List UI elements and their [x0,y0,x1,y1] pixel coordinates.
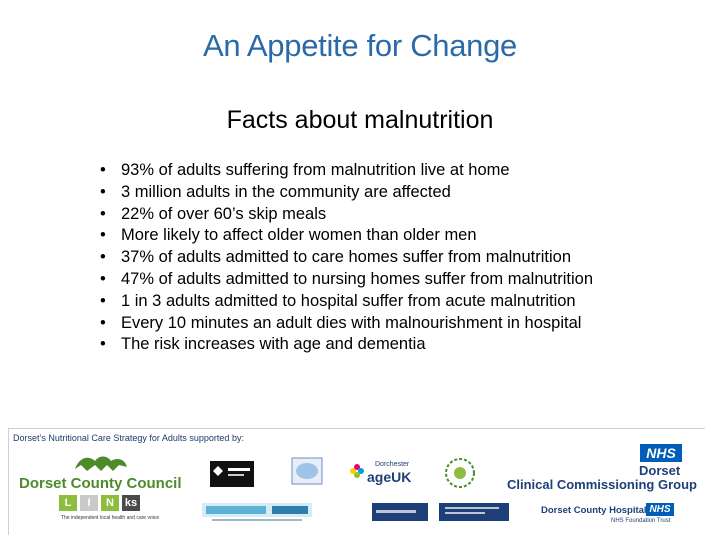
dorset-county-council-logo: Dorset County Council L I N ks The indep… [19,453,182,533]
hospital-nhs-logo: NHS [646,503,674,516]
hospital-trust-label: NHS Foundation Trust [611,518,671,524]
list-item: • 93% of adults suffering from malnutriti… [100,160,593,182]
links-letter: ks [122,495,140,511]
nhs-logo: NHS [640,444,682,462]
list-item: • The risk increases with age and dementi… [100,334,593,356]
fact-text: 22% of over 60’s skip meals [121,204,327,223]
partner-banner-logo [202,503,312,521]
supporters-panel: Dorset’s Nutritional Care Strategy for A… [8,428,705,535]
ageuk-flower-icon [350,464,364,478]
partner-bar-logo-2 [439,503,509,521]
bullet-icon: • [100,248,106,267]
fact-text: 1 in 3 adults admitted to hospital suffe… [121,291,576,310]
bullet-icon: • [100,269,106,288]
dorchester-label: Dorchester [375,461,410,468]
fact-text: The risk increases with age and dementia [121,335,426,354]
fact-text: 47% of adults admitted to nursing homes … [121,269,594,288]
list-item: • 47% of adults admitted to nursing homes… [100,269,593,291]
links-letter: I [80,495,98,511]
bullet-icon: • [100,204,106,223]
list-item: • More likely to affect older women than … [100,225,593,247]
fact-text: More likely to affect older women than o… [121,226,477,245]
community-circle-logo [445,458,475,488]
list-item: • 1 in 3 adults admitted to hospital suff… [100,291,593,313]
bullet-icon: • [100,291,106,310]
ageuk-label: ageUK [367,469,412,485]
ccg-name-label: Clinical Commissioning Group [507,477,697,492]
links-letter: N [101,495,119,511]
council-name: Dorset County Council [19,475,182,492]
fact-text: 93% of adults suffering from malnutritio… [121,161,510,179]
hospital-name-label: Dorset County Hospital [541,505,647,516]
list-item: • 22% of over 60’s skip meals [100,204,593,226]
bullet-icon: • [100,313,106,332]
facts-list: • 93% of adults suffering from malnutriti… [100,160,593,356]
presentation-title: An Appetite for Change [203,28,517,63]
bullet-icon: • [100,161,106,179]
links-tagline: The independent local health and care vo… [61,515,160,521]
partner-badge-logo [291,457,323,485]
list-item: • Every 10 minutes an adult dies with mal… [100,313,593,335]
ccg-dorset-label: Dorset [639,463,681,478]
st-john-logo [210,461,254,487]
dorchester-ageuk-logo: Dorchester ageUK [349,459,419,485]
bullet-icon: • [100,182,106,201]
fact-text: 37% of adults admitted to care homes suf… [121,248,571,267]
partner-bar-logo [372,503,428,521]
links-logo: L I N ks [59,495,140,511]
bullet-icon: • [100,226,106,245]
slide-title: Facts about malnutrition [226,106,494,134]
lion-crest-icon [75,456,127,471]
fact-text: 3 million adults in the community are af… [121,182,451,201]
list-item: • 3 million adults in the community are a… [100,182,593,204]
list-item: • 37% of adults admitted to care homes su… [100,247,593,269]
supporters-caption: Dorset’s Nutritional Care Strategy for A… [13,433,244,443]
fact-text: Every 10 minutes an adult dies with maln… [121,313,582,332]
bullet-icon: • [100,335,106,354]
links-letter: L [59,495,77,511]
